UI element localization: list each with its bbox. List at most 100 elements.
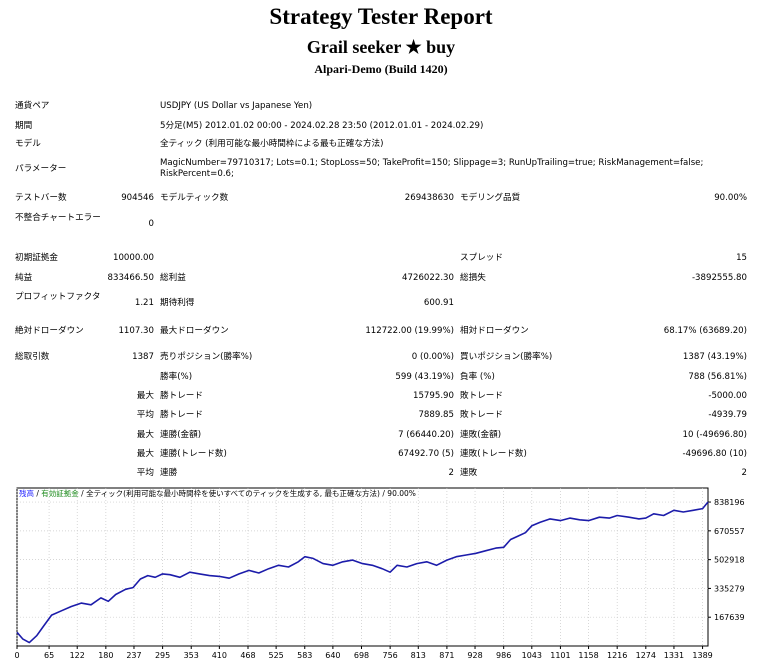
max-consec-loss-value: 10 (-49696.80) — [682, 430, 747, 440]
x-tick-label: 353 — [184, 651, 199, 660]
long-positions-value: 1387 (43.19%) — [682, 352, 747, 362]
period-value: 5分足(M5) 2012.01.02 00:00 - 2024.02.28 23… — [160, 121, 484, 131]
ea-name: Grail seeker ★ buy — [306, 37, 456, 57]
rel-drawdown-label: 相対ドローダウン — [460, 326, 529, 336]
model-value: 全ティック (利用可能な最小時間枠による最も正確な方法) — [160, 139, 384, 149]
bars-value: 904546 — [121, 193, 154, 203]
x-tick-label: 295 — [155, 651, 170, 660]
max-consec-lossamt-value: -49696.80 (10) — [682, 449, 747, 459]
rel-drawdown-value: 68.17% (63689.20) — [663, 326, 747, 336]
legend-model: 全ティック(利用可能な最小時間枠を使いすべてのティックを生成する, 最も正確な方… — [86, 489, 380, 498]
avg-consec-loss-label: 連敗 — [460, 468, 478, 478]
bars-label: テストバー数 — [15, 193, 67, 203]
chart-legend: 残高 / 有効証拠金 / 全ティック(利用可能な最小時間枠を使いすべてのティック… — [19, 489, 416, 499]
largest-win-label: 勝トレード — [160, 391, 203, 401]
x-tick-label: 1389 — [692, 651, 712, 660]
report-title: Strategy Tester Report — [269, 4, 493, 29]
short-positions-value: 0 (0.00%) — [411, 352, 454, 362]
legend-sep: / — [78, 489, 87, 498]
x-tick-label: 871 — [439, 651, 454, 660]
expected-payoff-label: 期待利得 — [160, 298, 195, 308]
profit-factor-label: プロフィットファクタ — [15, 292, 101, 302]
quality-value: 90.00% — [714, 193, 747, 203]
loss-rate-label: 負率 (%) — [460, 372, 495, 382]
avg-consec-prefix: 平均 — [136, 468, 154, 478]
short-positions-label: 売りポジション(勝率%) — [160, 352, 253, 362]
deposit-label: 初期証拠金 — [15, 253, 58, 263]
expected-payoff-value: 600.91 — [423, 298, 454, 308]
max-consec-prefix: 最大 — [136, 430, 154, 440]
avg-consec-win-label: 連勝 — [160, 468, 178, 478]
win-rate-label: 勝率(%) — [160, 372, 193, 382]
win-rate-value: 599 (43.19%) — [395, 372, 454, 382]
total-trades-value: 1387 — [132, 352, 154, 362]
profit-factor-value: 1.21 — [134, 298, 154, 308]
total-trades-label: 総取引数 — [15, 352, 50, 362]
x-tick-label: 1101 — [550, 651, 570, 660]
x-tick-label: 1216 — [607, 651, 627, 660]
params-label: パラメーター — [15, 164, 67, 174]
gross-profit-label: 総利益 — [160, 273, 186, 283]
x-tick-label: 0 — [15, 651, 20, 660]
period-label: 期間 — [15, 121, 33, 131]
net-profit-value: 833466.50 — [107, 273, 154, 283]
x-tick-label: 813 — [411, 651, 426, 660]
x-tick-label: 698 — [354, 651, 369, 660]
long-positions-label: 買いポジション(勝率%) — [460, 352, 553, 362]
x-tick-label: 525 — [268, 651, 283, 660]
model-label: モデル — [15, 139, 41, 149]
max-consec-profit-label: 連勝(トレード数) — [160, 449, 227, 459]
ticks-value: 269438630 — [404, 193, 454, 203]
balance-chart: 0 65 122 180 237 295 353 410 468 525 583 640 698 756 8… — [15, 487, 745, 660]
x-tick-label: 640 — [325, 651, 340, 660]
largest-loss-label: 敗トレード — [460, 391, 503, 401]
quality-label: モデリング品質 — [460, 193, 521, 203]
balance-line — [16, 501, 709, 644]
params-value: MagicNumber=79710317; Lots=0.1; StopLoss… — [160, 158, 704, 179]
max-consec-win-value: 7 (66440.20) — [398, 430, 454, 440]
largest-win-value: 15795.90 — [412, 391, 454, 401]
net-profit-label: 純益 — [15, 273, 33, 283]
gross-loss-label: 総損失 — [460, 273, 486, 283]
ticks-label: モデルティック数 — [160, 193, 229, 203]
max-drawdown-value: 112722.00 (19.99%) — [365, 326, 454, 336]
y-tick-label: 838196 — [714, 498, 745, 507]
max-consec-loss-label: 連敗(金額) — [460, 430, 502, 440]
y-tick-label: 670557 — [714, 527, 745, 536]
x-tick-label: 1331 — [664, 651, 684, 660]
spread-value: 15 — [736, 253, 747, 263]
x-tick-label: 65 — [44, 651, 54, 660]
y-tick-label: 502918 — [714, 556, 745, 565]
avg-loss-value: -4939.79 — [708, 410, 747, 420]
max-consec-profit-prefix: 最大 — [136, 449, 154, 459]
avg-win-value: 7889.85 — [418, 410, 454, 420]
x-tick-label: 583 — [297, 651, 312, 660]
avg-loss-label: 敗トレード — [460, 410, 503, 420]
gross-loss-value: -3892555.80 — [691, 273, 747, 283]
max-consec-profit-value: 67492.70 (5) — [398, 449, 454, 459]
spread-label: スプレッド — [460, 253, 503, 263]
y-tick-label: 335279 — [714, 584, 745, 593]
server-build: Alpari-Demo (Build 1420) — [314, 62, 448, 76]
max-drawdown-label: 最大ドローダウン — [160, 326, 229, 336]
loss-rate-value: 788 (56.81%) — [688, 372, 747, 382]
legend-quality: / 90.00% — [380, 489, 416, 498]
largest-prefix: 最大 — [136, 391, 154, 401]
x-tick-label: 122 — [70, 651, 85, 660]
gross-profit-value: 4726022.30 — [402, 273, 454, 283]
legend-margin: 有効証拠金 — [41, 489, 79, 498]
x-tick-label: 180 — [98, 651, 113, 660]
x-tick-label: 1158 — [578, 651, 598, 660]
max-consec-lossamt-label: 連敗(トレード数) — [460, 449, 527, 459]
abs-drawdown-value: 1107.30 — [118, 326, 154, 336]
max-consec-win-label: 連勝(金額) — [160, 430, 202, 440]
x-tick-label: 237 — [126, 651, 141, 660]
mismatch-label: 不整合チャートエラー — [15, 213, 101, 223]
x-tick-label: 756 — [382, 651, 397, 660]
symbol-value: USDJPY (US Dollar vs Japanese Yen) — [160, 101, 313, 111]
legend-balance: 残高 — [19, 489, 34, 498]
x-tick-label: 1043 — [522, 651, 542, 660]
x-tick-label: 468 — [240, 651, 255, 660]
avg-consec-loss-value: 2 — [741, 468, 747, 478]
plot-area — [16, 487, 709, 647]
